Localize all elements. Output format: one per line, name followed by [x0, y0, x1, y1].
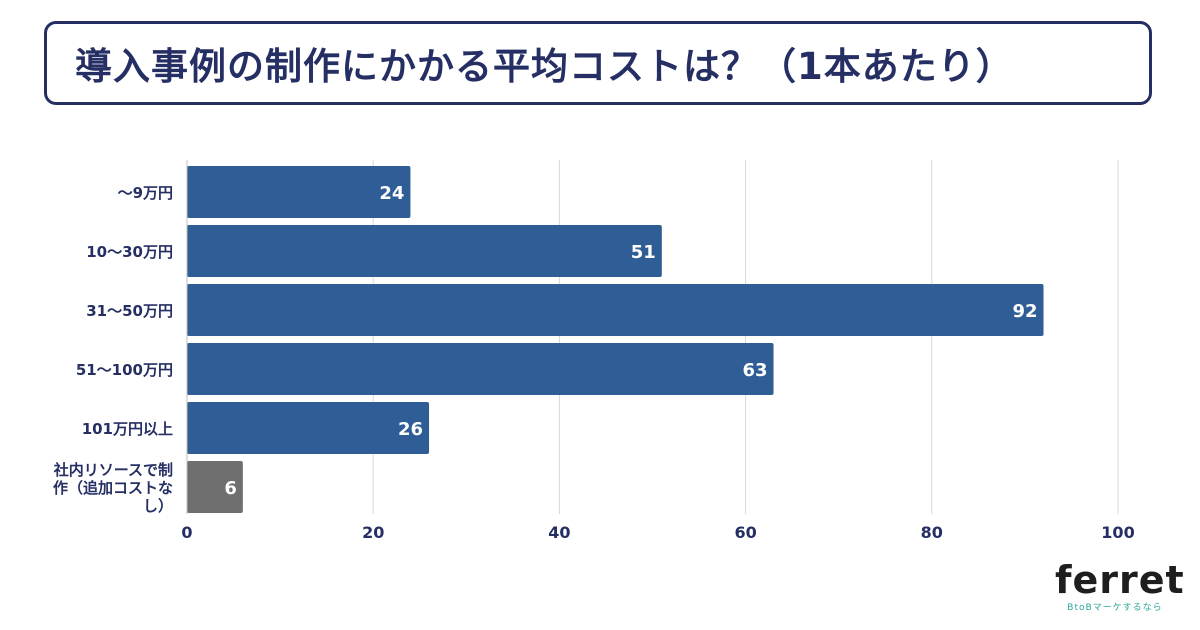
- x-tick-label-60: 60: [734, 523, 756, 542]
- category-label-line: 10〜30万円: [86, 243, 173, 261]
- category-label-1: 10〜30万円: [86, 243, 173, 261]
- category-label-5: 社内リソースで制作（追加コストなし）: [53, 461, 173, 515]
- chart-title: 導入事例の制作にかかる平均コストは？（1本あたり）: [75, 45, 1014, 88]
- bar-0: [187, 166, 411, 218]
- title-box: 導入事例の制作にかかる平均コストは？（1本あたり）: [44, 21, 1152, 105]
- category-label-line: 作（追加コストな: [53, 479, 173, 497]
- data-label-2: 92: [1012, 301, 1037, 322]
- category-label-line: 社内リソースで制: [53, 461, 173, 479]
- category-label-line: 101万円以上: [82, 420, 173, 438]
- ferret-logo: ferret BtoBマーケするなら: [1055, 558, 1185, 613]
- category-label-3: 51〜100万円: [76, 361, 173, 379]
- x-tick-label-100: 100: [1101, 523, 1134, 542]
- bar-3: [187, 343, 774, 395]
- category-label-line: し）: [143, 497, 173, 515]
- category-label-line: 51〜100万円: [76, 361, 173, 379]
- category-label-line: 31〜50万円: [86, 302, 173, 320]
- bar-2: [187, 284, 1044, 336]
- category-label-4: 101万円以上: [82, 420, 173, 438]
- x-tick-label-80: 80: [921, 523, 943, 542]
- bar-1: [187, 225, 662, 277]
- data-label-1: 51: [631, 242, 656, 263]
- x-tick-label-40: 40: [548, 523, 570, 542]
- category-label-2: 31〜50万円: [86, 302, 173, 320]
- logo-tagline: BtoBマーケするなら: [1067, 603, 1163, 613]
- category-label-line: 〜9万円: [118, 184, 173, 202]
- data-label-5: 6: [224, 478, 237, 499]
- bar-5: [187, 461, 243, 513]
- category-label-0: 〜9万円: [118, 184, 173, 202]
- data-label-0: 24: [379, 183, 404, 204]
- x-tick-label-20: 20: [362, 523, 384, 542]
- bar-4: [187, 402, 430, 454]
- logo-wordmark: ferret: [1055, 558, 1185, 602]
- x-tick-label-0: 0: [181, 523, 192, 542]
- data-label-4: 26: [398, 419, 423, 440]
- data-label-3: 63: [742, 360, 767, 381]
